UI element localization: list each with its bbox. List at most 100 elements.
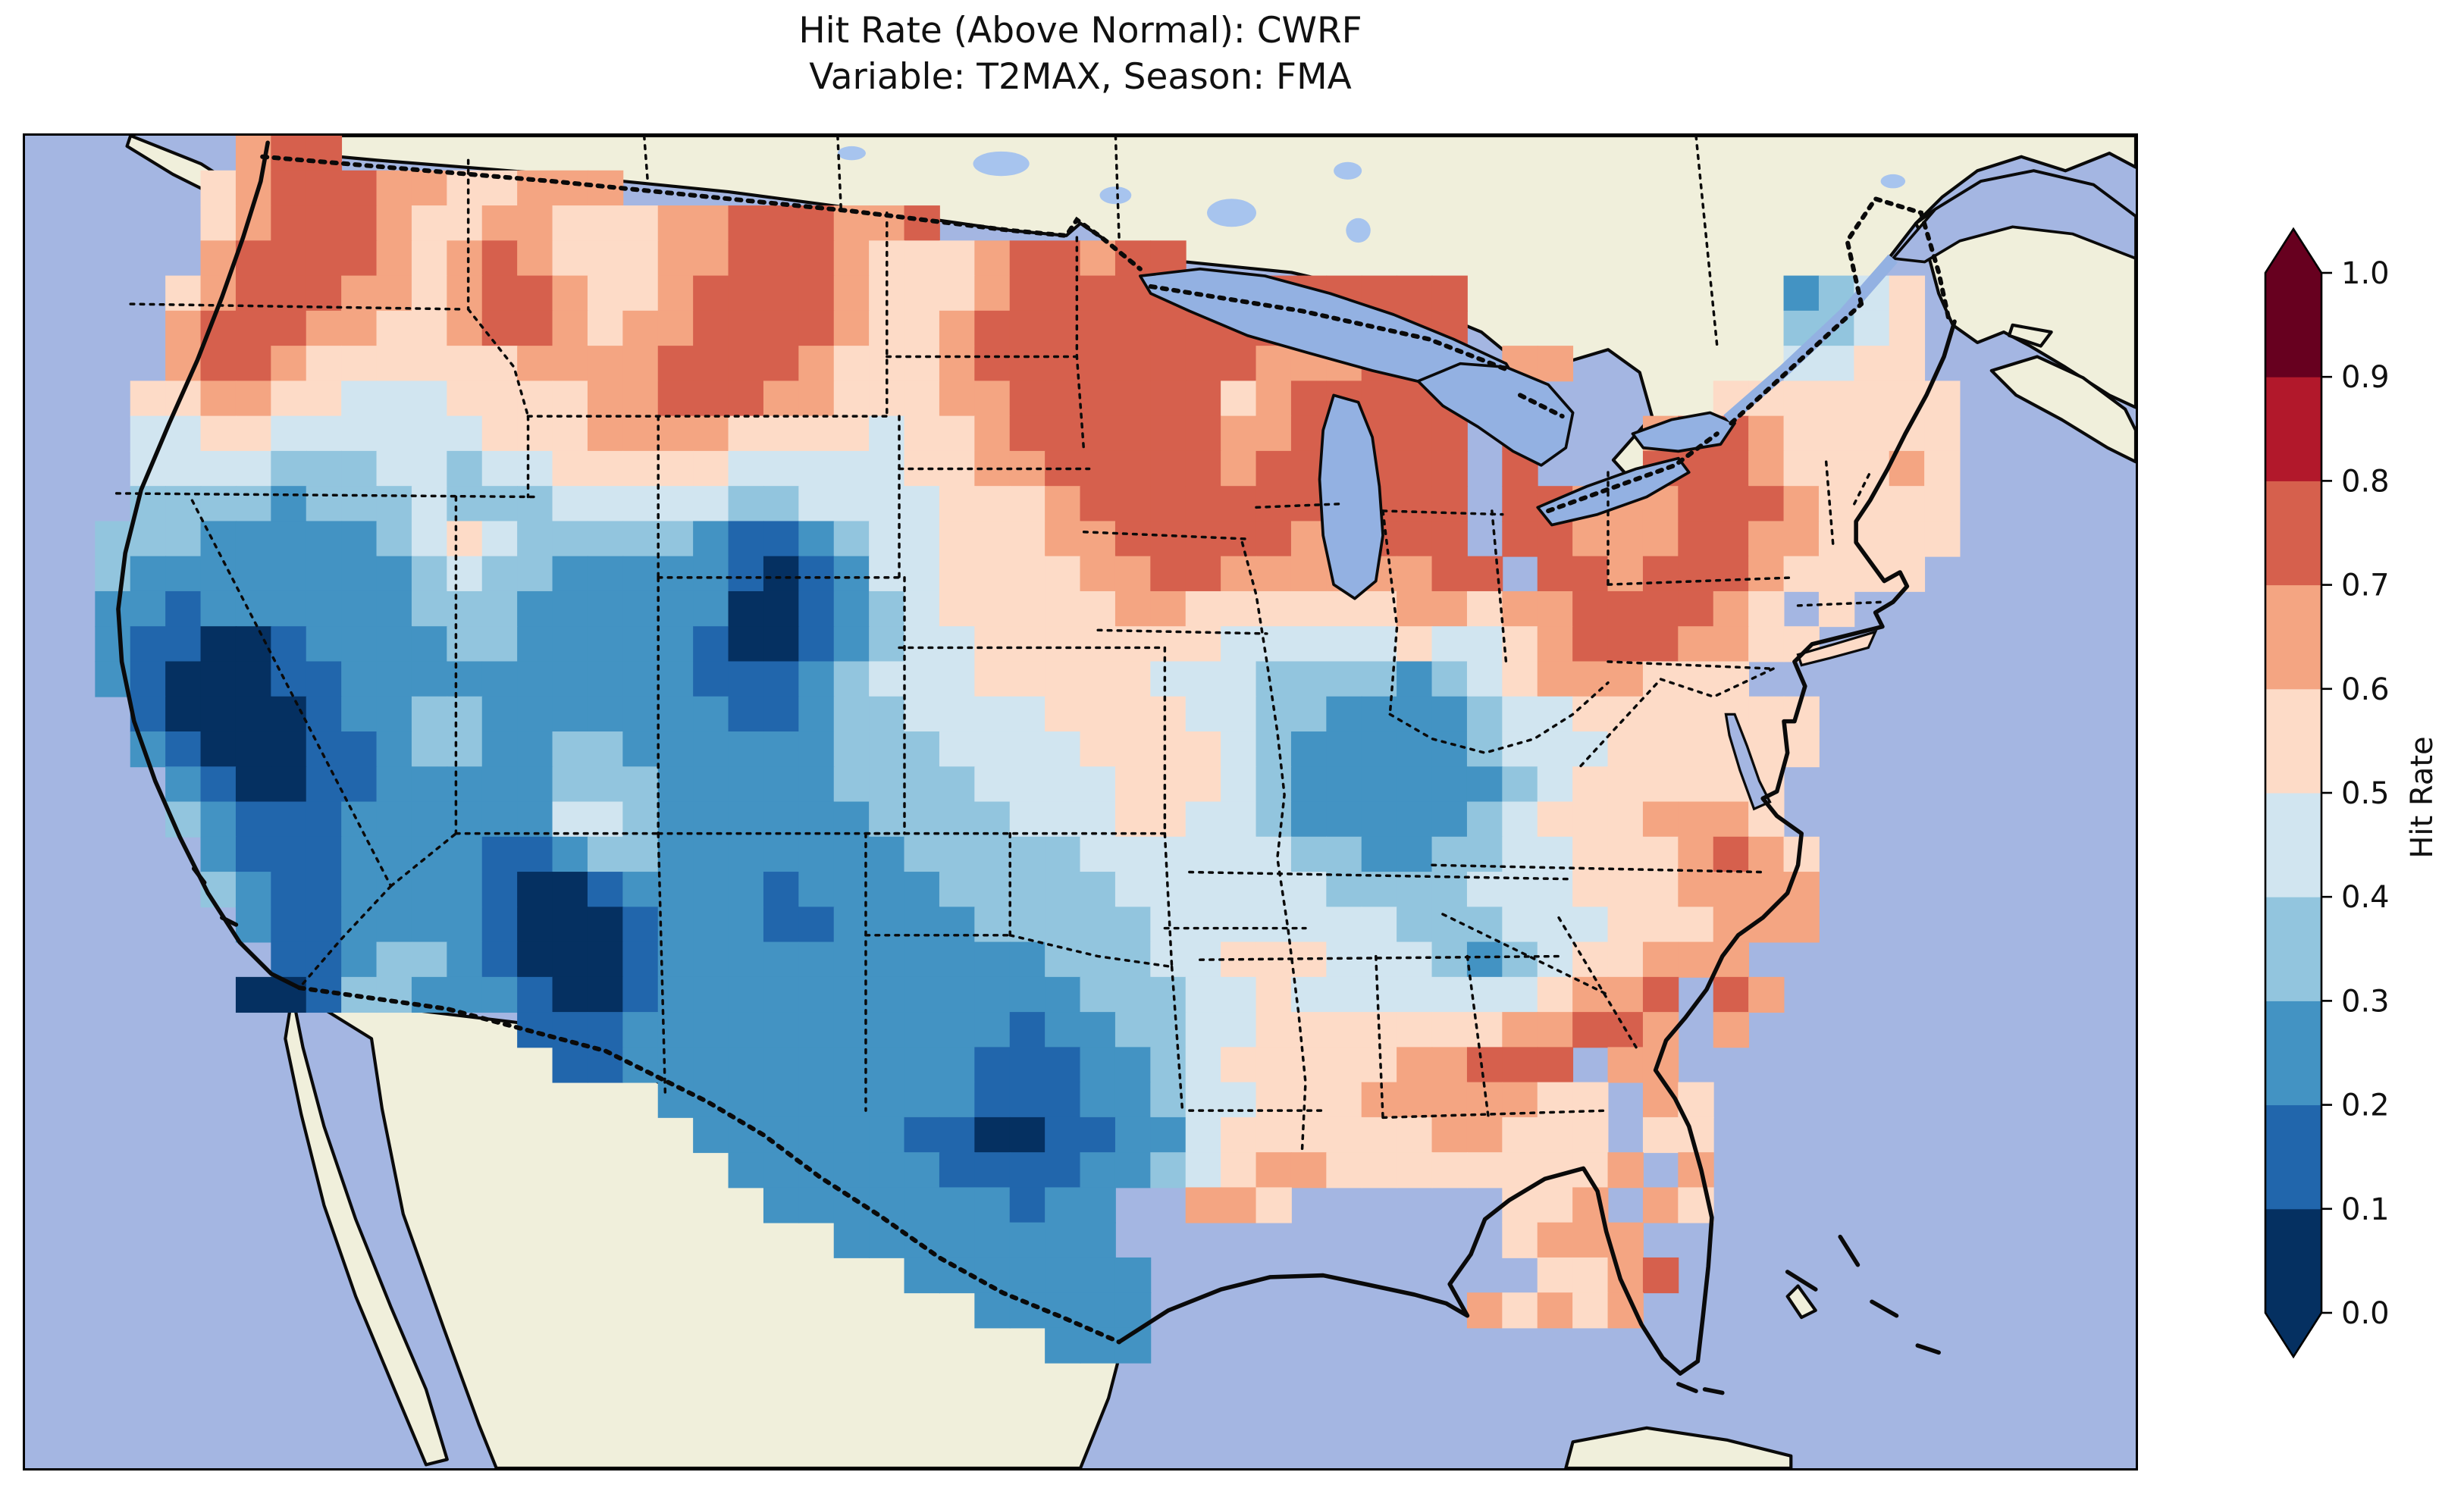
grid-cell (1572, 731, 1609, 768)
grid-cell (1537, 626, 1574, 662)
grid-cell (693, 1012, 729, 1048)
grid-cell (657, 521, 694, 557)
grid-cell (1045, 976, 1081, 1013)
grid-cell (693, 836, 729, 872)
grid-cell (798, 766, 835, 803)
grid-cell (130, 381, 167, 417)
grid-cell (587, 801, 624, 838)
grid-cell (587, 450, 624, 487)
grid-cell (411, 170, 448, 206)
grid-cell (904, 486, 940, 522)
grid-cell (1256, 1082, 1292, 1118)
map-svg (25, 136, 2136, 1468)
grid-cell (622, 1012, 659, 1048)
grid-cell (693, 240, 729, 277)
grid-cell (728, 801, 764, 838)
grid-cell (1537, 766, 1574, 803)
bahamas-andros (1785, 1284, 1817, 1320)
grid-cell (165, 661, 202, 697)
grid-cell (693, 205, 729, 242)
grid-cell (1256, 1152, 1292, 1189)
grid-cell (587, 696, 624, 732)
grid-cell (939, 381, 976, 417)
grid-cell (798, 240, 835, 277)
grid-cell (1572, 907, 1609, 943)
grid-cell (306, 346, 343, 382)
grid-cell (869, 1187, 905, 1223)
grid-cell (622, 907, 659, 943)
grid-cell (1221, 1152, 1257, 1189)
colorbar-svg: 0.0 0.1 0.2 0.3 0.4 0.5 0.6 0.7 0.8 0.9 1.0 Hit Ra… (2264, 227, 2440, 1359)
grid-cell (728, 941, 764, 978)
grid-cell (1080, 836, 1116, 872)
colorbar-segment (2265, 584, 2321, 690)
grid-cell (200, 415, 237, 452)
grid-cell (306, 766, 343, 803)
grid-cell (481, 872, 519, 908)
grid-cell (1607, 696, 1644, 732)
colorbar-tick-label: 0.4 (2341, 880, 2390, 915)
grid-cell (1009, 1187, 1046, 1223)
grid-cell (1361, 590, 1398, 628)
grid-cell (1397, 661, 1433, 697)
grid-cell (271, 661, 307, 697)
grid-cell (271, 696, 307, 732)
grid-cell (1537, 731, 1574, 768)
grid-cell (833, 521, 870, 557)
grid-cell (833, 907, 870, 943)
grid-cell (1397, 1082, 1433, 1118)
grid-cell (411, 205, 448, 242)
grid-cell (1748, 486, 1785, 522)
colorbar-tick-label: 0.5 (2341, 776, 2390, 811)
grid-cell (1924, 521, 1961, 557)
colorbar-segment (2265, 793, 2321, 897)
grid-cell (1466, 696, 1503, 732)
grid-cell (1185, 801, 1222, 838)
grid-cell (411, 696, 448, 732)
grid-cell (728, 1117, 764, 1154)
grid-cell (763, 766, 800, 803)
grid-cell (1466, 907, 1503, 943)
grid-cell (1114, 1117, 1152, 1154)
grid-cell (411, 450, 448, 487)
grid-cell (974, 590, 1011, 628)
grid-cell (1290, 661, 1328, 697)
grid-cell (728, 415, 764, 452)
grid-cell (798, 275, 835, 312)
grid-cell (1326, 907, 1362, 943)
grid-cell (552, 275, 588, 312)
grid-cell (235, 205, 272, 242)
grid-cell (1009, 1117, 1046, 1154)
grid-cell (411, 521, 448, 557)
grid-cell (833, 556, 870, 592)
grid-cell (974, 766, 1011, 803)
grid-cell (1537, 1117, 1574, 1154)
grid-cell (657, 590, 694, 628)
grid-cell (1045, 521, 1081, 557)
grid-cell (728, 1082, 764, 1118)
grid-cell (1185, 1047, 1222, 1083)
grid-cell (1185, 590, 1222, 628)
grid-cell (622, 590, 659, 628)
grid-cell (798, 626, 835, 662)
grid-cell (1114, 1292, 1152, 1329)
grid-cell (200, 381, 237, 417)
grid-cell (165, 626, 202, 662)
grid-cell (1397, 1152, 1433, 1189)
grid-cell (939, 1047, 976, 1083)
grid-cell (1361, 1117, 1398, 1154)
grid-cell (271, 766, 307, 803)
grid-cell (974, 836, 1011, 872)
grid-cell (904, 310, 940, 347)
grid-cell (1009, 521, 1046, 557)
grid-cell (1114, 381, 1152, 417)
grid-cell (552, 696, 588, 732)
grid-cell (1502, 801, 1538, 838)
grid-cell (763, 381, 800, 417)
grid-cell (974, 1187, 1011, 1223)
grid-cell (552, 907, 588, 943)
grid-cell (1256, 1187, 1292, 1223)
grid-cell (1397, 1047, 1433, 1083)
grid-cell (341, 872, 378, 908)
grid-cell (1361, 907, 1398, 943)
